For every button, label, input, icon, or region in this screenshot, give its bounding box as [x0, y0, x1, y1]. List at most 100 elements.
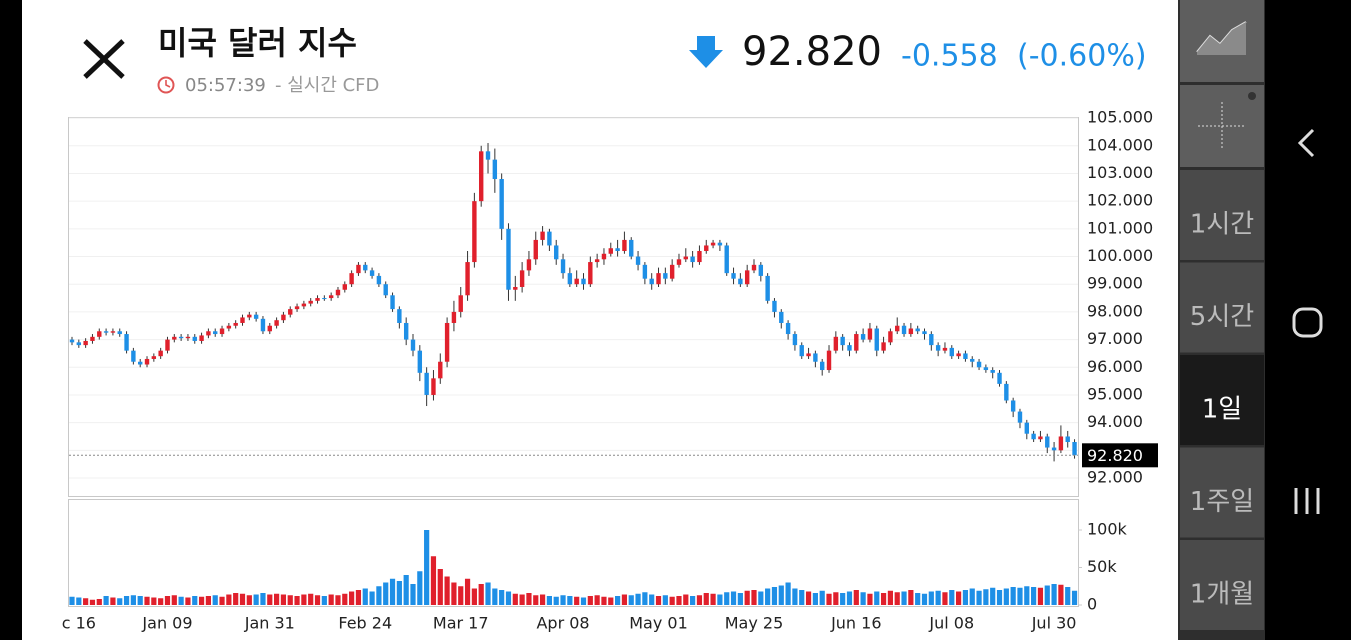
volume-bar: [369, 591, 375, 605]
crosshair-button[interactable]: [1180, 85, 1264, 167]
candle-body: [792, 334, 798, 346]
volume-bar: [164, 596, 171, 605]
volume-bar: [137, 596, 143, 605]
candle-body: [895, 325, 900, 332]
y-tick-label: 94.000: [1087, 412, 1143, 431]
volume-bar: [649, 594, 655, 605]
close-button[interactable]: [83, 39, 125, 79]
clock-icon: [165, 80, 171, 88]
volume-bar: [178, 596, 184, 605]
candle-body: [288, 309, 293, 315]
volume-bar: [1017, 587, 1023, 605]
candle-body: [533, 239, 538, 260]
candle-body: [1010, 400, 1016, 412]
volume-tick-label: 100k: [1087, 520, 1128, 539]
timeframe-button[interactable]: 1시간: [1180, 170, 1264, 260]
volume-bar: [580, 597, 587, 605]
candle-body: [144, 358, 150, 365]
volume-bar: [151, 597, 157, 605]
volume-bar: [587, 596, 593, 605]
volume-bar: [758, 591, 764, 605]
volume-bar: [458, 586, 464, 605]
candle-body: [806, 353, 811, 357]
volume-bar: [198, 596, 205, 605]
candle-body: [383, 284, 388, 296]
candle-body: [178, 336, 184, 339]
volume-bar: [342, 593, 348, 605]
candle-body: [206, 331, 211, 336]
y-tick-label: 103.000: [1087, 163, 1153, 182]
y-tick-label: 97.000: [1087, 329, 1143, 348]
clock-icon: [157, 76, 175, 94]
candle-body: [390, 295, 395, 310]
candle-body: [594, 259, 600, 263]
volume-bar: [328, 594, 334, 605]
x-tick-label: Jul 30: [1031, 614, 1077, 633]
volume-bar: [621, 594, 628, 605]
timeframe-button[interactable]: 1개월: [1180, 540, 1264, 630]
candle-body: [417, 350, 423, 373]
y-tick-label: 98.000: [1087, 301, 1143, 320]
x-tick-label: Jul 08: [928, 614, 974, 633]
volume-bar: [833, 592, 839, 605]
volume-bar: [874, 591, 880, 605]
candle-body: [451, 311, 457, 323]
volume-bar: [949, 590, 955, 605]
candle-body: [724, 245, 729, 274]
candle-body: [785, 322, 791, 335]
timeframe-button[interactable]: 5시간: [1180, 262, 1264, 353]
volume-bar: [894, 592, 900, 605]
volume-bar: [451, 582, 457, 605]
volume-bar: [117, 598, 123, 605]
volume-bar: [417, 571, 423, 605]
volume-bar: [826, 593, 832, 605]
chart-type-button[interactable]: [1180, 0, 1264, 82]
candle-body: [1038, 436, 1043, 440]
home-button[interactable]: [1292, 307, 1323, 338]
timeframe-button[interactable]: 1일: [1180, 355, 1264, 445]
timeframe-button[interactable]: 1주일: [1180, 447, 1264, 538]
timeframes: 1시간 5시간 1일 1주일 1개월: [1180, 170, 1264, 630]
candle-body: [820, 361, 825, 371]
candle-body: [1065, 436, 1070, 443]
volume-bar: [89, 599, 96, 605]
candle-body: [274, 320, 279, 326]
button-bg: [1180, 447, 1264, 538]
candle-body: [301, 303, 307, 307]
volume-bar: [983, 589, 989, 605]
back-button[interactable]: [1297, 128, 1315, 158]
volume-bar: [1058, 584, 1064, 605]
volume-bar: [410, 584, 416, 605]
recents-button[interactable]: [1294, 488, 1320, 514]
candle-body: [540, 231, 545, 240]
volume-bar: [171, 595, 177, 605]
candle-body: [335, 289, 341, 296]
volume-bar: [226, 594, 232, 605]
volume-bar: [546, 596, 552, 605]
timeframe-label: 1시간: [1190, 210, 1254, 240]
volume-bar: [430, 556, 437, 605]
volume-bar: [69, 596, 75, 605]
candle-body: [342, 284, 347, 290]
volume-bar: [642, 592, 648, 605]
volume-bar: [239, 593, 246, 605]
volume-bar: [567, 596, 573, 605]
volume-bar: [533, 595, 539, 605]
volume-bar: [935, 590, 941, 605]
y-tick-label: 99.000: [1087, 274, 1143, 293]
volume-bar: [765, 588, 771, 605]
volume-bar: [996, 590, 1003, 605]
time: 05:57:39: [185, 75, 266, 96]
button-bg: [1180, 355, 1264, 445]
candle-body: [363, 264, 368, 271]
candle-body: [158, 350, 163, 357]
volume-bar: [233, 593, 239, 605]
candle-body: [185, 336, 191, 339]
volume-bar: [396, 581, 402, 605]
candle-body: [922, 331, 927, 335]
volume-bar: [792, 588, 798, 605]
volume-bar: [880, 593, 887, 605]
chart-icon: [1197, 22, 1246, 55]
